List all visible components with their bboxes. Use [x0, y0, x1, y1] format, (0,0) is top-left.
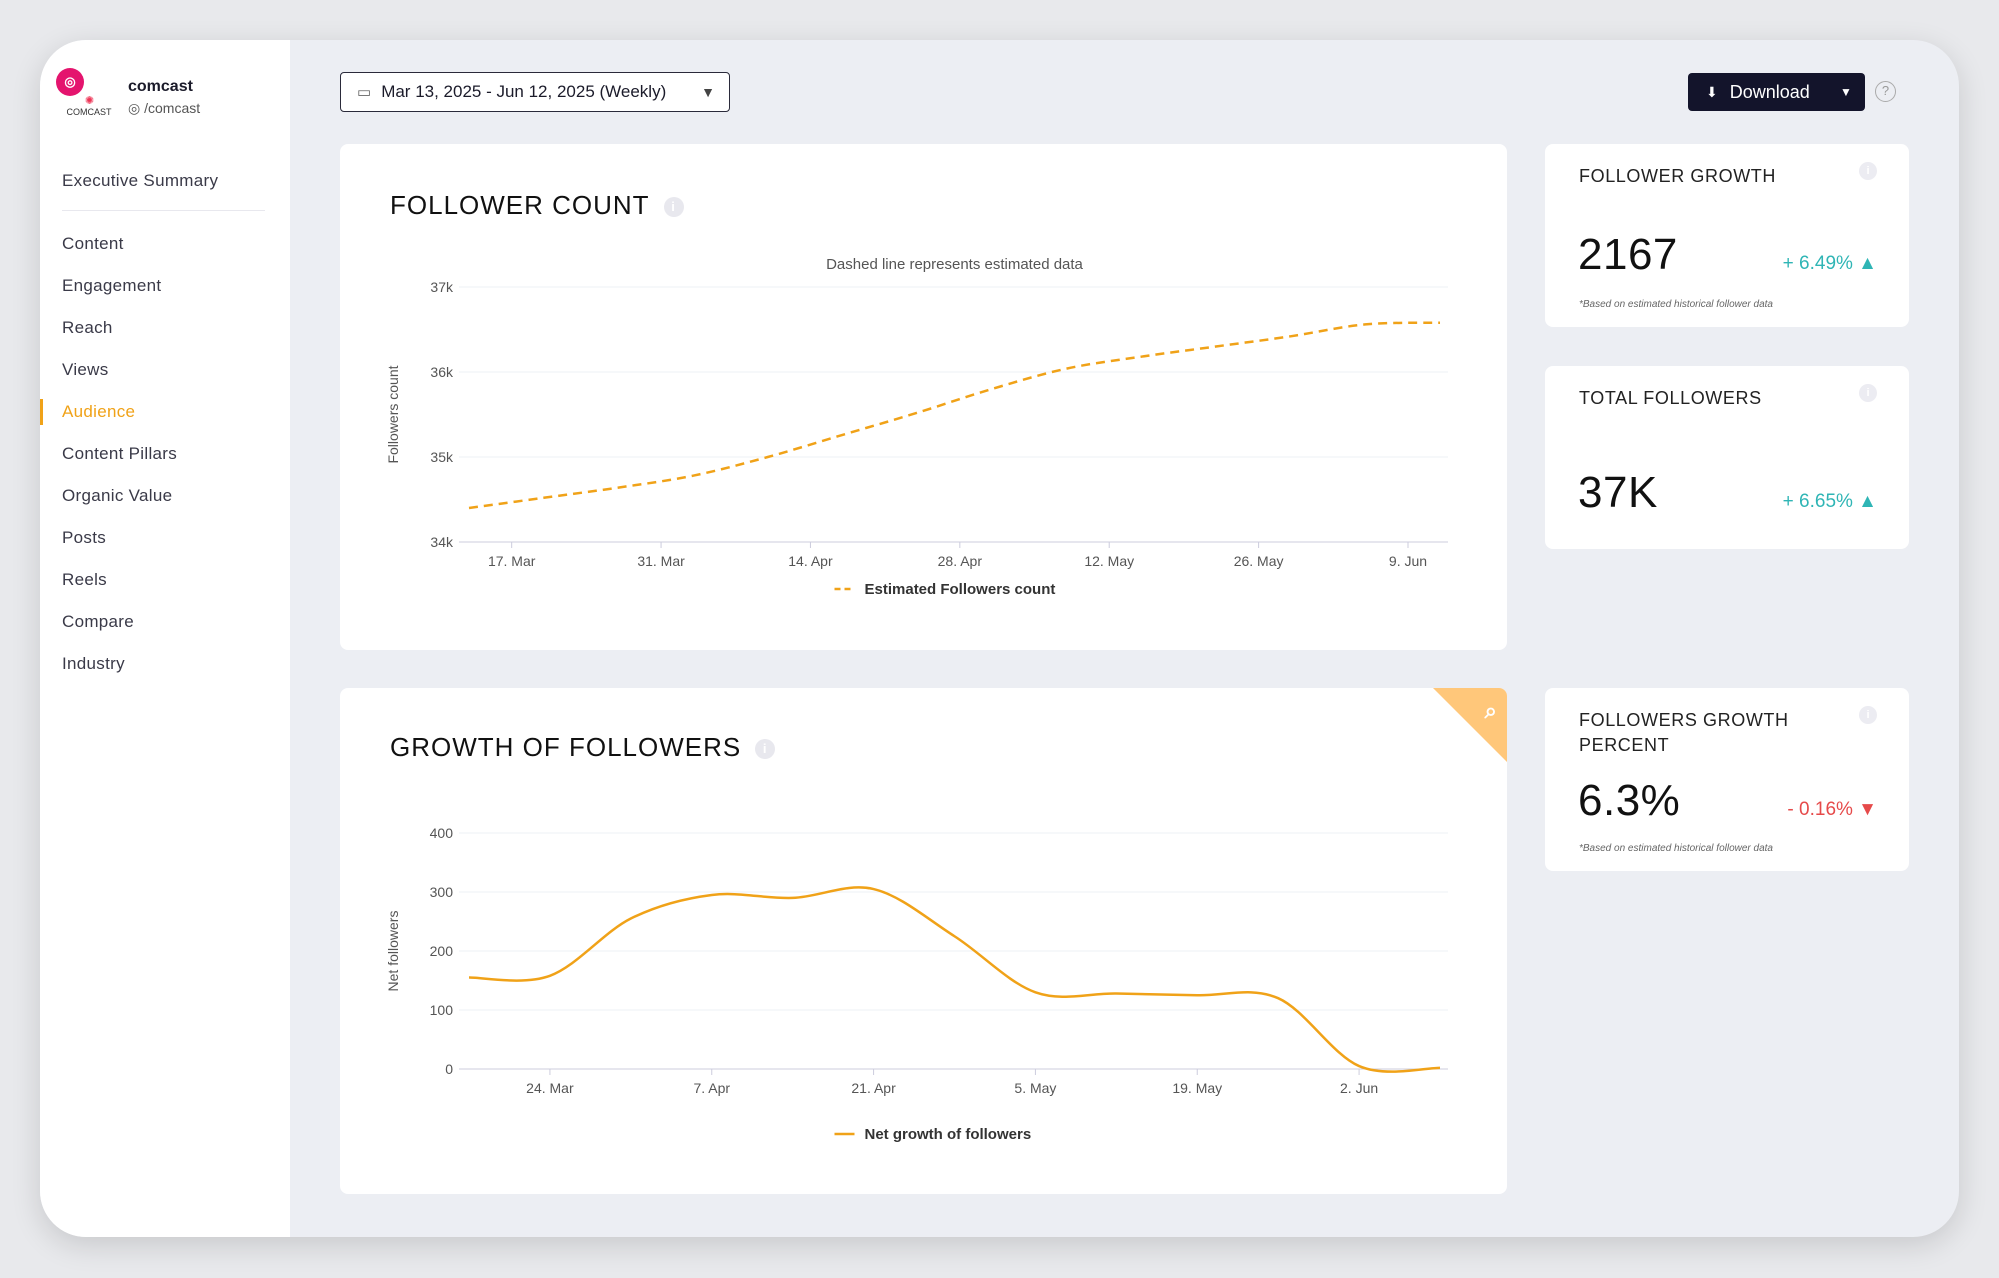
follower-count-title-text: FOLLOWER COUNT — [390, 190, 650, 220]
sidebar-nav: Executive Summary Content Engagement Rea… — [40, 160, 290, 685]
stat-title: FOLLOWER GROWTH — [1579, 166, 1776, 186]
download-label: Download — [1729, 81, 1810, 102]
y-tick-label: 34k — [430, 534, 454, 550]
x-tick-label: 31. Mar — [637, 553, 685, 569]
info-icon[interactable]: i — [1859, 162, 1877, 180]
download-icon: ⬇ — [1706, 83, 1718, 100]
series-line — [468, 321, 1441, 510]
stat-delta: + 6.65% ▲ — [1782, 491, 1877, 512]
x-tick-label: 7. Apr — [693, 1080, 730, 1096]
peacock-icon: ✺ — [84, 95, 94, 107]
account-header[interactable]: ◎ ✺ COMCAST comcast ◎ /comcast — [50, 62, 280, 122]
y-tick-label: 300 — [430, 884, 454, 900]
series-line — [468, 886, 1441, 1073]
calendar-icon: ▭ — [357, 84, 372, 101]
growth-of-followers-title-text: GROWTH OF FOLLOWERS — [390, 732, 742, 762]
followers-growth-percent-card: FOLLOWERS GROWTH PERCENT i 6.3% - 0.16% … — [1545, 688, 1909, 871]
sidebar-item-compare[interactable]: Compare — [62, 612, 135, 631]
account-name: comcast — [128, 78, 193, 95]
follower-count-card: FOLLOWER COUNT i 34k 35k 36k 37k 17. Mar 31. M… — [340, 144, 1507, 650]
x-tick-label: 5. May — [1014, 1080, 1056, 1096]
date-range-picker[interactable]: ▭ Mar 13, 2025 - Jun 12, 2025 (Weekly) ▼ — [340, 72, 730, 112]
sidebar-item-content[interactable]: Content — [62, 234, 124, 253]
sidebar-item-engagement[interactable]: Engagement — [62, 276, 162, 295]
zoom-corner-button[interactable]: ⌕ — [1433, 688, 1507, 762]
x-tick-label: 26. May — [1234, 553, 1284, 569]
x-tick-label: 2. Jun — [1340, 1080, 1378, 1096]
sidebar-item-reels[interactable]: Reels — [62, 570, 107, 589]
stat-value: 2167 — [1578, 230, 1678, 279]
sidebar-item-organic-value[interactable]: Organic Value — [62, 486, 173, 505]
info-icon[interactable]: i — [1859, 384, 1877, 402]
y-tick-label: 200 — [430, 943, 454, 959]
nav-divider — [62, 210, 265, 211]
help-icon[interactable]: ? — [1875, 81, 1896, 102]
x-tick-label: 14. Apr — [788, 553, 833, 569]
stat-delta: - 0.16% ▼ — [1787, 799, 1877, 820]
stat-value: 37K — [1578, 468, 1658, 517]
y-tick-label: 400 — [430, 825, 454, 841]
sidebar-item-posts[interactable]: Posts — [62, 528, 107, 547]
chevron-down-icon: ▼ — [701, 84, 715, 100]
stat-value: 6.3% — [1578, 776, 1681, 825]
growth-of-followers-chart: 0 100 200 300 400 24. Mar 7. Apr 21. Apr 5. May 1… — [385, 825, 1448, 1143]
stat-note: *Based on estimated historical follower … — [1579, 843, 1773, 854]
sidebar-item-industry[interactable]: Industry — [62, 654, 125, 673]
x-tick-label: 17. Mar — [488, 553, 536, 569]
follower-count-title: FOLLOWER COUNT i — [390, 190, 684, 221]
growth-of-followers-card: GROWTH OF FOLLOWERS i ⌕ 0 100 200 300 400 24. … — [340, 688, 1507, 1194]
info-icon[interactable]: i — [1859, 706, 1877, 724]
y-tick-label: 37k — [430, 279, 454, 295]
x-tick-label: 24. Mar — [526, 1080, 574, 1096]
instagram-icon: ◎ — [56, 68, 84, 96]
handle-text: /comcast — [144, 100, 201, 116]
logo-text: COMCAST — [66, 107, 112, 117]
sidebar: ◎ ✺ COMCAST comcast ◎ /comcast Executive… — [40, 40, 290, 1237]
sidebar-item-views[interactable]: Views — [62, 360, 109, 379]
info-icon[interactable]: i — [755, 739, 776, 759]
x-tick-label: 19. May — [1172, 1080, 1222, 1096]
x-tick-label: 9. Jun — [1389, 553, 1427, 569]
follower-growth-card: FOLLOWER GROWTH i 2167 + 6.49% ▲ *Based … — [1545, 144, 1909, 327]
x-tick-label: 12. May — [1084, 553, 1134, 569]
chart-subtitle: Dashed line represents estimated data — [826, 256, 1083, 273]
comcast-logo: ✺ COMCAST — [64, 94, 114, 117]
y-tick-label: 35k — [430, 449, 454, 465]
x-tick-label: 21. Apr — [851, 1080, 896, 1096]
y-tick-label: 100 — [430, 1002, 454, 1018]
date-range-text: Mar 13, 2025 - Jun 12, 2025 (Weekly) — [381, 82, 667, 101]
x-tick-label: 28. Apr — [938, 553, 983, 569]
y-axis-label: Net followers — [385, 911, 401, 992]
y-axis-label: Followers count — [385, 365, 401, 463]
stat-delta: + 6.49% ▲ — [1782, 253, 1877, 274]
y-tick-label: 0 — [445, 1061, 453, 1077]
stat-title: TOTAL FOLLOWERS — [1579, 388, 1762, 408]
growth-of-followers-title: GROWTH OF FOLLOWERS i — [390, 732, 776, 763]
download-button[interactable]: ⬇ Download ▼ — [1688, 73, 1865, 111]
account-handle: ◎ /comcast — [128, 100, 200, 117]
stat-title: FOLLOWERS GROWTH PERCENT — [1579, 710, 1789, 755]
sidebar-item-content-pillars[interactable]: Content Pillars — [62, 444, 178, 463]
follower-count-chart: 34k 35k 36k 37k 17. Mar 31. Mar 14. Apr 28. Apr… — [385, 256, 1448, 598]
total-followers-card: TOTAL FOLLOWERS i 37K + 6.65% ▲ — [1545, 366, 1909, 549]
stat-note: *Based on estimated historical follower … — [1579, 299, 1773, 310]
legend-label: Net growth of followers — [865, 1126, 1032, 1143]
sidebar-item-executive-summary[interactable]: Executive Summary — [62, 171, 219, 190]
instagram-small-icon: ◎ — [128, 100, 145, 116]
sidebar-item-reach[interactable]: Reach — [62, 318, 113, 337]
sidebar-item-audience[interactable]: Audience — [40, 391, 290, 433]
y-tick-label: 36k — [430, 364, 454, 380]
search-icon: ⌕ — [1484, 698, 1497, 723]
legend-label: Estimated Followers count — [865, 581, 1056, 598]
app-window: ◎ ✺ COMCAST comcast ◎ /comcast Executive… — [40, 40, 1959, 1237]
info-icon[interactable]: i — [663, 197, 684, 217]
toolbar: ▭ Mar 13, 2025 - Jun 12, 2025 (Weekly) ▼ — [340, 72, 730, 112]
download-dropdown-icon[interactable]: ▼ — [1840, 85, 1852, 99]
